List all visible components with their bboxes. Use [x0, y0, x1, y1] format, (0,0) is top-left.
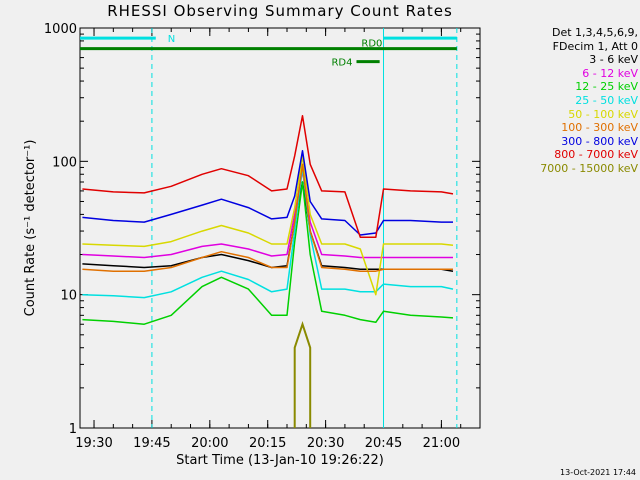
legend-entry-3: 25 - 50 keV — [575, 93, 638, 107]
legend-entry-4: 50 - 100 keV — [568, 107, 638, 121]
legend-entry-6: 300 - 800 keV — [561, 134, 638, 148]
timestamp: 13-Oct-2021 17:44 — [560, 468, 636, 477]
series-line-2 — [82, 181, 454, 325]
series-line-5 — [82, 163, 453, 272]
x-axis-label: Start Time (13-Jan-10 19:26:22) — [176, 453, 384, 468]
x-tick-label: 20:30 — [307, 436, 344, 451]
annotation-label: RD0 — [361, 39, 382, 50]
legend-entry-8: 7000 - 15000 keV — [540, 161, 638, 175]
annotation-label: N — [168, 34, 175, 45]
legend-header-0: Det 1,3,4,5,6,9, — [551, 26, 638, 39]
plot-frame — [79, 27, 481, 429]
x-tick-label: 21:00 — [423, 436, 460, 451]
y-tick-label: 1 — [69, 422, 77, 437]
legend-entry-7: 800 - 7000 keV — [554, 148, 638, 162]
x-tick-label: 20:45 — [365, 436, 402, 451]
series-line-7 — [82, 114, 454, 238]
series-line-6 — [82, 150, 453, 236]
series-line-4 — [82, 155, 454, 296]
legend-entry-5: 100 - 300 keV — [561, 121, 638, 135]
legend-header-1: FDecim 1, Att 0 — [552, 39, 638, 53]
legend-entry-0: 3 - 6 keV — [589, 53, 638, 67]
y-tick-label: 100 — [52, 155, 77, 170]
x-tick-label: 20:15 — [249, 436, 286, 451]
x-tick-label: 19:45 — [133, 436, 170, 451]
y-tick-label: 1000 — [44, 22, 77, 37]
x-tick-label: 20:00 — [191, 436, 228, 451]
annotation-label: RD4 — [331, 58, 352, 69]
legend-entry-1: 6 - 12 keV — [582, 66, 638, 80]
y-axis-label: Count Rate (s⁻¹ detector⁻¹) — [23, 140, 38, 317]
chart-title: RHESSI Observing Summary Count Rates — [107, 2, 453, 20]
y-tick-label: 10 — [60, 289, 77, 304]
legend-entry-2: 12 - 25 keV — [575, 80, 638, 94]
series-line-3 — [82, 166, 454, 299]
x-tick-label: 19:30 — [75, 436, 112, 451]
series-line-8 — [293, 321, 312, 428]
